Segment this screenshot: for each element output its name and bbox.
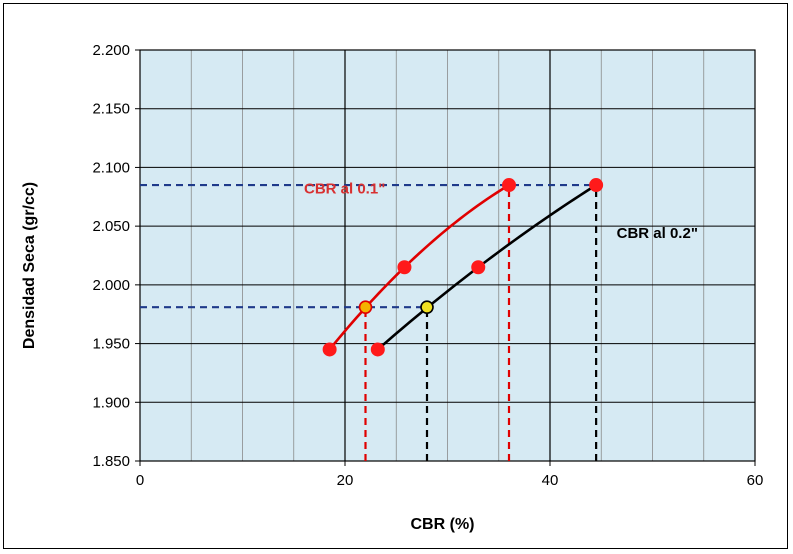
axis-ticks: 0 20 40 60 1.850 1.900 1.950 2.000 2.050 2.100 2.1… [92, 42, 763, 489]
y-tick-label: 1.950 [92, 336, 130, 353]
y-tick-label: 2.000 [92, 277, 130, 294]
y-tick-label: 1.850 [92, 453, 130, 470]
interpolated-point [420, 300, 434, 314]
reference-lines [140, 183, 598, 461]
y-tick-label: 2.200 [92, 42, 130, 59]
series-curve [376, 183, 597, 351]
data-point [589, 178, 604, 193]
series-annotation: CBR al 0.1" [304, 180, 385, 197]
y-tick-label: 2.100 [92, 159, 130, 176]
y-tick-label: 2.050 [92, 218, 130, 235]
annotations: CBR al 0.1" CBR al 0.2" [304, 180, 698, 242]
data-point [502, 178, 516, 193]
interpolated-point [358, 300, 373, 314]
series-points [322, 178, 604, 357]
x-tick-label: 0 [136, 472, 144, 489]
y-tick-label: 1.900 [92, 394, 130, 411]
series-annotation: CBR al 0.2" [617, 225, 698, 242]
x-tick-label: 40 [542, 472, 559, 489]
data-point [471, 260, 486, 275]
x-tick-label: 60 [747, 472, 764, 489]
grid-minor [190, 50, 705, 461]
data-point [370, 342, 385, 357]
y-tick-label: 2.150 [92, 101, 130, 118]
plot-border [139, 49, 756, 462]
series-curve [328, 183, 510, 351]
data-point [322, 342, 337, 357]
y-axis-title: Densidad Seca (gr/cc) [21, 182, 38, 349]
x-axis-title: CBR (%) [411, 516, 475, 533]
grid-major [140, 50, 755, 461]
data-point [397, 260, 412, 275]
series-curves [328, 183, 597, 351]
x-tick-label: 20 [337, 472, 354, 489]
